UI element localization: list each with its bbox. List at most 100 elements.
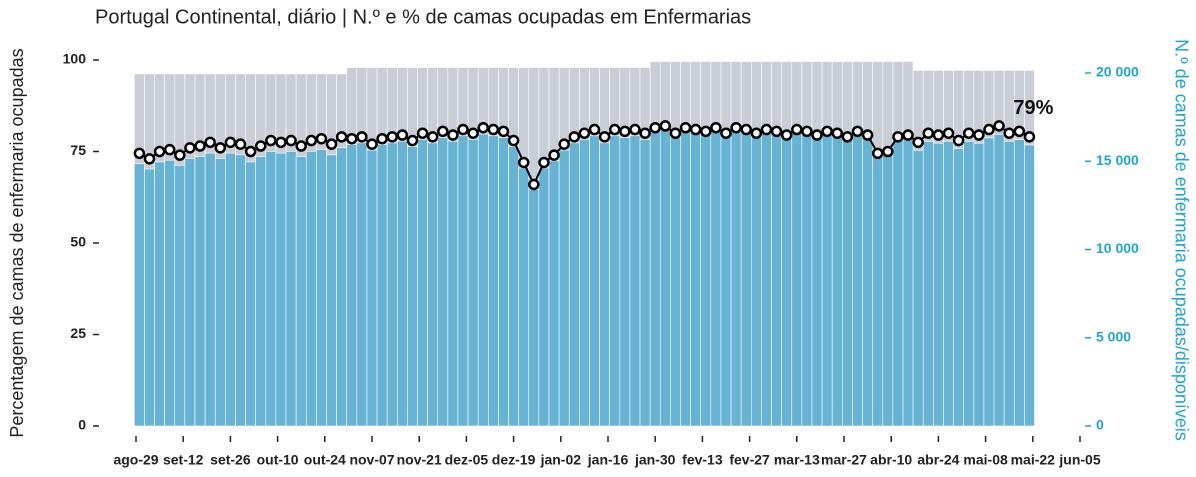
point — [588, 123, 601, 136]
point — [669, 127, 682, 139]
bar — [518, 167, 530, 427]
x-tick-label: fev-27 — [729, 452, 770, 468]
point — [649, 121, 661, 134]
y2-tick-label: 10 000 — [1096, 240, 1139, 256]
point — [335, 131, 348, 143]
bar — [852, 132, 863, 427]
point — [791, 123, 803, 136]
bar — [811, 135, 823, 427]
bar — [882, 152, 894, 427]
bar — [659, 126, 671, 427]
bar — [245, 161, 256, 427]
bar — [538, 167, 550, 427]
bar — [821, 132, 833, 427]
bar — [629, 135, 641, 427]
bar — [477, 133, 489, 427]
bar — [528, 189, 540, 427]
point — [861, 129, 874, 141]
bar — [265, 151, 277, 427]
point — [710, 121, 722, 134]
bar — [467, 139, 479, 427]
point — [153, 145, 166, 158]
point — [811, 129, 823, 141]
bar — [639, 139, 651, 427]
bar — [801, 132, 813, 427]
bar — [568, 142, 580, 427]
point — [346, 132, 358, 145]
point — [659, 120, 672, 132]
annotation: 79% — [1013, 97, 1053, 119]
point — [528, 178, 540, 191]
point — [376, 132, 388, 145]
point — [548, 149, 560, 161]
point — [1023, 131, 1036, 143]
point — [386, 131, 398, 143]
point — [356, 131, 368, 143]
bar — [508, 146, 519, 427]
bar — [609, 135, 621, 427]
point — [275, 136, 287, 149]
point — [174, 149, 186, 161]
point — [801, 125, 813, 138]
bar — [235, 154, 246, 427]
x-tick-label: dez-19 — [492, 452, 536, 468]
bar — [396, 140, 408, 427]
point — [295, 140, 307, 152]
bar — [599, 142, 610, 427]
point — [477, 121, 490, 134]
point — [325, 138, 338, 150]
x-tick-label: jan-02 — [540, 452, 582, 468]
point — [426, 131, 439, 143]
point — [143, 153, 156, 165]
bar — [831, 134, 843, 427]
point — [224, 136, 237, 149]
bar — [386, 142, 398, 427]
bar — [872, 154, 884, 427]
y-tick-label: 100 — [63, 51, 87, 67]
point — [558, 138, 570, 150]
bar — [1013, 139, 1025, 427]
bar — [700, 132, 712, 427]
point — [163, 143, 176, 156]
point — [679, 121, 692, 134]
point — [234, 138, 247, 150]
point — [851, 125, 864, 138]
x-tick-label: out-24 — [304, 452, 346, 468]
point — [639, 127, 651, 139]
point — [204, 136, 216, 149]
bar — [619, 137, 631, 427]
bar — [842, 137, 853, 427]
bar — [376, 144, 388, 427]
point — [406, 134, 419, 147]
point — [396, 129, 409, 141]
bar — [437, 137, 449, 427]
point — [700, 125, 712, 138]
point — [720, 127, 732, 139]
x-tick-label: mai-08 — [963, 452, 1008, 468]
x-tick-label: nov-07 — [349, 452, 394, 468]
bar — [225, 152, 236, 427]
point — [194, 140, 206, 152]
point — [315, 132, 328, 145]
bar — [862, 135, 873, 427]
bar — [326, 154, 337, 427]
y2-tick-label: 15 000 — [1096, 152, 1139, 168]
point — [254, 140, 267, 152]
bar — [214, 158, 226, 427]
point — [740, 123, 752, 136]
bar — [730, 128, 742, 427]
y-axis-title: Percentagem de camas de enfermaria ocupa… — [7, 48, 27, 437]
bar — [943, 141, 954, 427]
bar — [558, 149, 570, 427]
y-tick-label: 25 — [70, 325, 86, 341]
bar — [548, 160, 560, 427]
point — [214, 142, 227, 154]
point — [578, 127, 591, 139]
point — [244, 145, 257, 158]
y-tick-label: 0 — [78, 417, 86, 433]
bar — [417, 139, 428, 427]
point — [184, 142, 196, 154]
bar — [275, 152, 287, 427]
point — [598, 131, 611, 143]
point — [760, 123, 773, 136]
